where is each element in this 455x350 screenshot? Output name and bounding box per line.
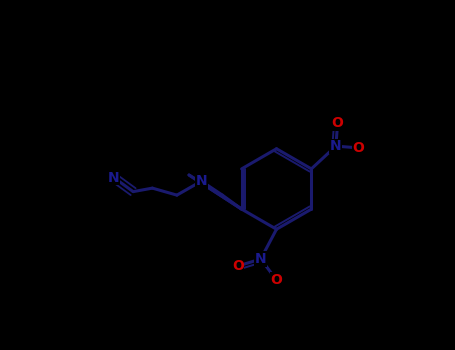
Text: N: N [196, 174, 207, 188]
Text: O: O [353, 141, 364, 155]
Text: O: O [271, 273, 283, 287]
Text: O: O [232, 259, 244, 273]
Text: N: N [330, 139, 342, 153]
Text: N: N [108, 171, 120, 185]
Text: O: O [332, 116, 344, 131]
Text: N: N [255, 252, 267, 266]
